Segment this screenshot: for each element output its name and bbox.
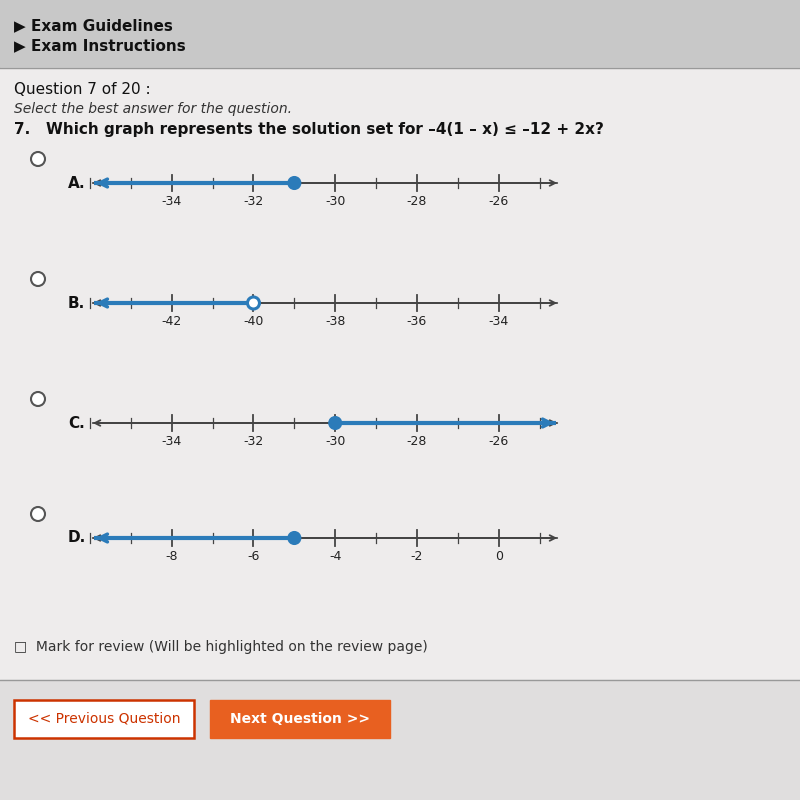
Text: 0: 0 <box>494 550 502 563</box>
Text: Question 7 of 20 :: Question 7 of 20 : <box>14 82 150 97</box>
Text: Next Question >>: Next Question >> <box>230 712 370 726</box>
Text: ▶ Exam Instructions: ▶ Exam Instructions <box>14 38 186 53</box>
Text: -32: -32 <box>243 195 264 208</box>
Text: -36: -36 <box>407 315 427 328</box>
Bar <box>14 700 194 738</box>
Text: -28: -28 <box>406 195 427 208</box>
Circle shape <box>31 392 45 406</box>
Text: -34: -34 <box>162 195 182 208</box>
Bar <box>0 0 800 68</box>
Text: -40: -40 <box>243 315 264 328</box>
Circle shape <box>288 532 300 544</box>
Bar <box>0 68 800 728</box>
Circle shape <box>247 297 259 309</box>
Text: -4: -4 <box>329 550 342 563</box>
Circle shape <box>330 417 342 429</box>
Text: -28: -28 <box>406 435 427 448</box>
Text: Select the best answer for the question.: Select the best answer for the question. <box>14 102 292 116</box>
Text: C.: C. <box>68 415 85 430</box>
Text: -42: -42 <box>162 315 182 328</box>
Text: -6: -6 <box>247 550 260 563</box>
Text: -30: -30 <box>325 435 346 448</box>
Bar <box>210 700 390 738</box>
Text: -38: -38 <box>325 315 346 328</box>
Text: □  Mark for review (Will be highlighted on the review page): □ Mark for review (Will be highlighted o… <box>14 640 428 654</box>
Circle shape <box>31 152 45 166</box>
Text: D.: D. <box>68 530 86 546</box>
Bar <box>0 680 800 800</box>
Text: -2: -2 <box>410 550 423 563</box>
Circle shape <box>31 507 45 521</box>
Text: << Previous Question: << Previous Question <box>28 712 180 726</box>
Text: -34: -34 <box>162 435 182 448</box>
Text: -26: -26 <box>489 195 509 208</box>
Circle shape <box>31 272 45 286</box>
Text: -26: -26 <box>489 435 509 448</box>
Text: 7.   Which graph represents the solution set for –4(1 – x) ≤ –12 + 2x?: 7. Which graph represents the solution s… <box>14 122 604 137</box>
Text: -32: -32 <box>243 435 264 448</box>
Text: B.: B. <box>68 295 86 310</box>
Text: ▶ Exam Guidelines: ▶ Exam Guidelines <box>14 18 173 33</box>
Text: -8: -8 <box>166 550 178 563</box>
Circle shape <box>288 177 300 189</box>
Text: -34: -34 <box>489 315 509 328</box>
Text: -30: -30 <box>325 195 346 208</box>
Text: A.: A. <box>68 175 86 190</box>
